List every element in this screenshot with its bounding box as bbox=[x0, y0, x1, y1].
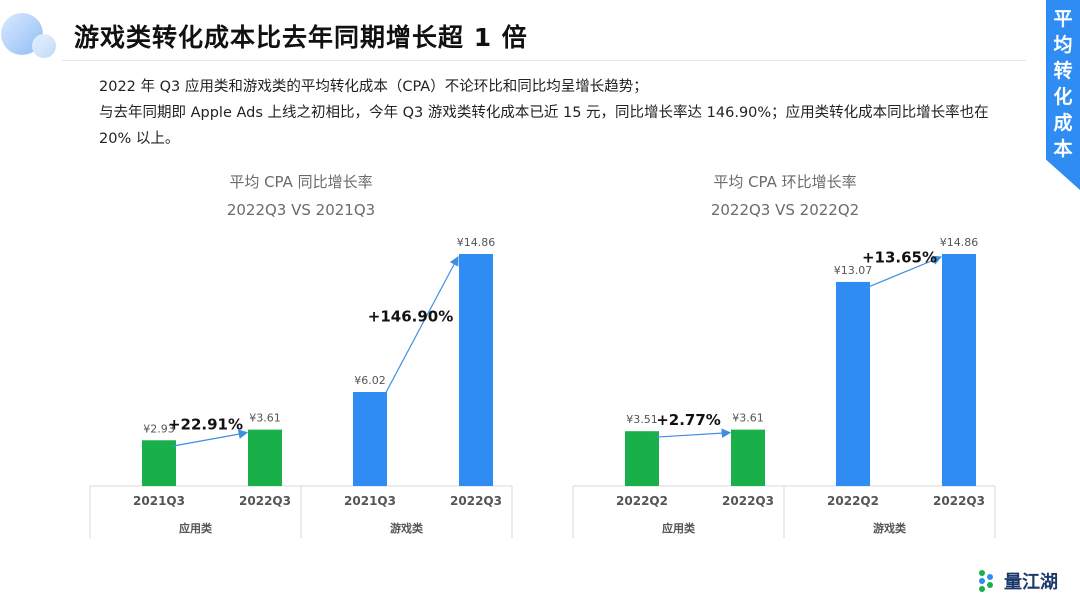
chart-2-title-block: 平均 CPA 环比增长率 2022Q3 VS 2022Q2 bbox=[635, 168, 935, 224]
chart-1-growth-arrow bbox=[171, 429, 249, 447]
chart-1-growth-arrow bbox=[382, 255, 459, 399]
chart-2-bar-2022Q3 bbox=[731, 429, 765, 486]
chart-1-group-label: 应用类 bbox=[179, 521, 213, 535]
chart-2-growth-arrow bbox=[654, 428, 732, 438]
chart-1-data-label: ¥2.93 bbox=[143, 422, 175, 435]
chart-1-subtitle: 2022Q3 VS 2021Q3 bbox=[226, 201, 376, 219]
chart-2-growth-label: +2.77% bbox=[656, 411, 721, 429]
title-divider bbox=[62, 60, 1026, 61]
chart-1-tick-label: 2022Q3 bbox=[450, 494, 502, 508]
description-line-2: 与去年同期即 Apple Ads 上线之初相比，今年 Q3 游戏类转化成本已近 … bbox=[99, 105, 989, 147]
brand-logo-icon bbox=[979, 570, 993, 592]
chart-1-group-label: 游戏类 bbox=[390, 521, 424, 535]
chart-1-growth-label: +146.90% bbox=[368, 308, 453, 326]
chart-2-data-label: ¥14.86 bbox=[940, 236, 979, 249]
chart-1-bar-2022Q3 bbox=[459, 254, 493, 486]
brand-logo-text: 量江湖 bbox=[1004, 572, 1058, 593]
chart-2-data-label: ¥3.61 bbox=[732, 412, 764, 425]
chart-1-tick-label: 2021Q3 bbox=[344, 494, 396, 508]
chart-1-title-block: 平均 CPA 同比增长率 2022Q3 VS 2021Q3 bbox=[151, 168, 451, 224]
chart-2-title: 平均 CPA 环比增长率 bbox=[713, 173, 857, 191]
chart-2-group-label: 应用类 bbox=[662, 521, 696, 535]
chart-2-bar-2022Q3 bbox=[942, 254, 976, 486]
chart-1-data-label: ¥6.02 bbox=[354, 374, 386, 387]
side-tab-label: 平均转化成本 bbox=[1053, 8, 1073, 160]
chart-1-growth-label: +22.91% bbox=[168, 415, 243, 433]
chart-1-data-label: ¥14.86 bbox=[457, 236, 496, 249]
chart-2-tick-label: 2022Q2 bbox=[827, 494, 879, 508]
chart-1-tick-label: 2022Q3 bbox=[239, 494, 291, 508]
chart-2-data-label: ¥3.51 bbox=[626, 413, 658, 426]
chart-2-growth-arrow bbox=[865, 255, 943, 289]
chart-2-group-label: 游戏类 bbox=[873, 521, 907, 535]
chart-2-tick-label: 2022Q2 bbox=[616, 494, 668, 508]
description: 2022 年 Q3 应用类和游戏类的平均转化成本（CPA）不论环比和同比均呈增长… bbox=[99, 74, 999, 152]
chart-2-tick-label: 2022Q3 bbox=[933, 494, 985, 508]
chart-2-tick-label: 2022Q3 bbox=[722, 494, 774, 508]
chart-1-bar-2021Q3 bbox=[353, 392, 387, 486]
brand-logo: 量江湖 bbox=[976, 568, 1058, 594]
side-tab bbox=[1046, 0, 1080, 190]
chart-2-data-label: ¥13.07 bbox=[834, 264, 873, 277]
chart-1-tick-label: 2021Q3 bbox=[133, 494, 185, 508]
chart-1-bar-2022Q3 bbox=[248, 429, 282, 486]
page-title: 游戏类转化成本比去年同期增长超 1 倍 bbox=[74, 23, 528, 52]
chart-1-title: 平均 CPA 同比增长率 bbox=[229, 173, 373, 191]
decorative-bubbles-icon bbox=[1, 13, 56, 58]
chart-1-bar-2021Q3 bbox=[142, 440, 176, 486]
chart-2-subtitle: 2022Q3 VS 2022Q2 bbox=[710, 201, 860, 219]
chart-2-bar-2022Q2 bbox=[625, 431, 659, 486]
description-line-1: 2022 年 Q3 应用类和游戏类的平均转化成本（CPA）不论环比和同比均呈增长… bbox=[99, 79, 648, 95]
chart-1-data-label: ¥3.61 bbox=[249, 412, 281, 425]
chart-2-bar-2022Q2 bbox=[836, 281, 870, 486]
chart-2-growth-label: +13.65% bbox=[862, 248, 937, 266]
